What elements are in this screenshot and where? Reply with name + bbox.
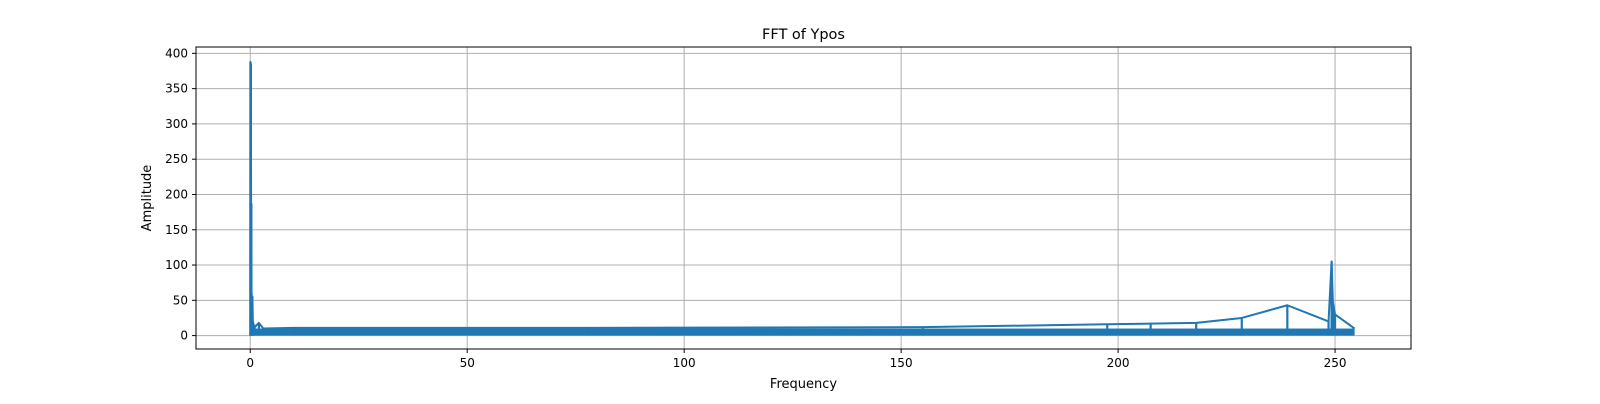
x-tick-label: 150 xyxy=(890,356,913,370)
y-tick-label: 150 xyxy=(165,223,188,237)
chart-title: FFT of Ypos xyxy=(762,27,845,43)
y-tick-label: 250 xyxy=(165,152,188,166)
y-tick-label: 400 xyxy=(165,46,188,60)
x-tick-label: 0 xyxy=(246,356,254,370)
y-tick-label: 200 xyxy=(165,187,188,201)
y-tick-label: 50 xyxy=(173,293,188,307)
fft-series-line xyxy=(249,60,1356,336)
y-tick-label: 300 xyxy=(165,117,188,131)
axes-frame xyxy=(195,46,1412,350)
x-tick-label: 50 xyxy=(460,356,475,370)
noise-floor-band xyxy=(250,328,1355,336)
grid xyxy=(196,47,1411,349)
x-axis-label: Frequency xyxy=(770,377,837,392)
ticks: 0 50 100 150 200 250 0 50 100 150 200 250 300 350 400 xyxy=(165,46,1346,370)
x-tick-label: 200 xyxy=(1107,356,1130,370)
x-tick-label: 100 xyxy=(673,356,696,370)
y-tick-label: 0 xyxy=(180,329,188,343)
series-layer xyxy=(249,60,1356,336)
y-axis-label: Amplitude xyxy=(140,165,155,232)
y-tick-label: 100 xyxy=(165,258,188,272)
x-tick-label: 250 xyxy=(1324,356,1347,370)
y-tick-label: 350 xyxy=(165,82,188,96)
